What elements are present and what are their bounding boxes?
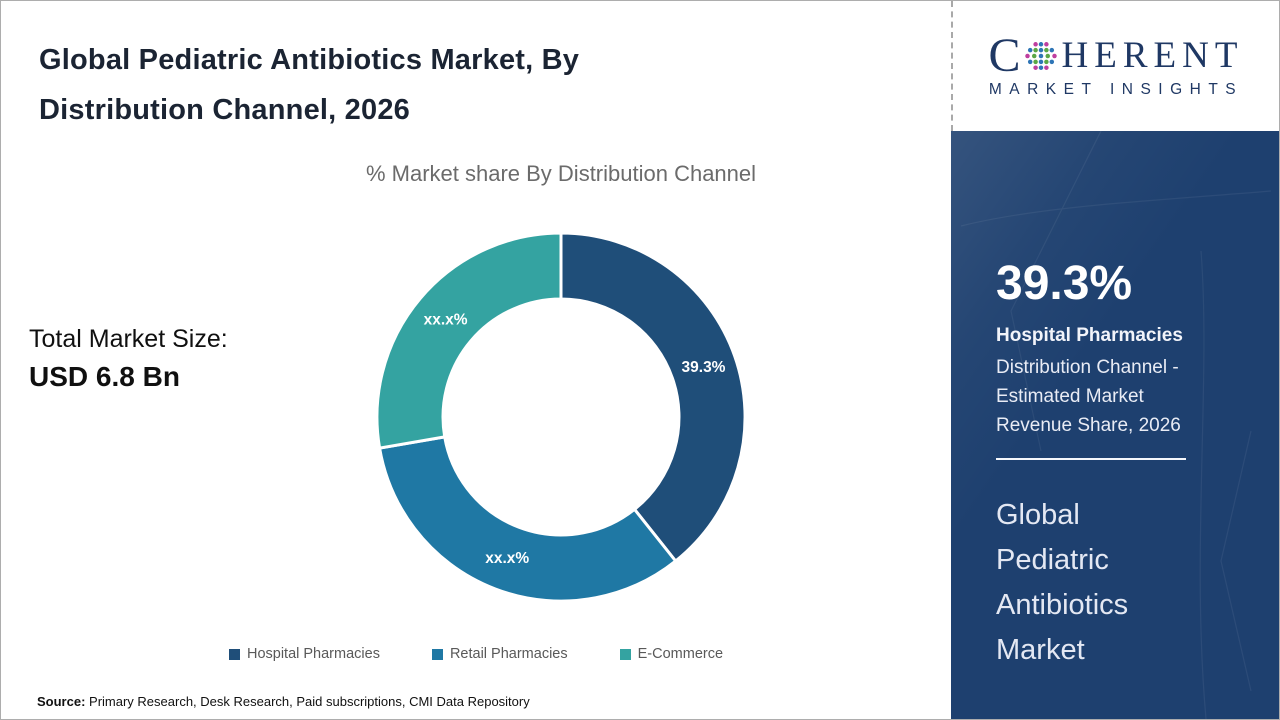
sidebar-divider [996, 458, 1186, 460]
donut-segment-retail-pharmacies[interactable] [378, 435, 678, 603]
source-text: Primary Research, Desk Research, Paid su… [85, 694, 530, 709]
page-title: Global Pediatric Antibiotics Market, By … [39, 35, 719, 135]
sidebar-stat-value: 39.3% [996, 257, 1133, 310]
legend-marker-icon [228, 648, 240, 660]
legend-item-e-commerce[interactable]: E-Commerce [619, 646, 724, 662]
total-market-size-value: USD 6.8 Bn [29, 361, 180, 392]
donut-slice-label: xx.x% [485, 550, 529, 567]
logo-letter-c: C [988, 28, 1021, 82]
source-line: Source: Primary Research, Desk Research,… [37, 694, 530, 709]
donut-slice-label: 39.3% [682, 359, 726, 376]
stat-desc-line: Revenue Share, 2026 [996, 415, 1181, 436]
sidebar-market-name: Global Pediatric Antibiotics Market [996, 493, 1128, 673]
donut-chart: 39.3% xx.x% xx.x% [375, 231, 747, 603]
chart-area: Global Pediatric Antibiotics Market, By … [1, 1, 951, 719]
sidebar: C HERENT MARKET INSIGHTS [951, 1, 1279, 719]
legend-item-retail-pharmacies[interactable]: Retail Pharmacies [431, 646, 568, 662]
sidebar-panel: 39.3% Hospital Pharmacies Distribution C… [951, 131, 1279, 719]
legend-item-hospital-pharmacies[interactable]: Hospital Pharmacies [228, 646, 380, 662]
total-market-size-block: Total Market Size: USD 6.8 Bn [29, 325, 228, 393]
sidebar-stat-title: Hospital Pharmacies [996, 325, 1183, 346]
legend-marker-icon [431, 648, 443, 660]
legend-marker-icon [619, 648, 631, 660]
legend-label: Hospital Pharmacies [246, 646, 380, 662]
stat-desc-line: Distribution Channel - [996, 357, 1179, 378]
market-name-line: Antibiotics [996, 589, 1129, 621]
logo-word-rest: HERENT [1061, 34, 1244, 76]
sidebar-sheen-texture [951, 131, 1279, 719]
brand-logo: C HERENT MARKET INSIGHTS [951, 1, 1279, 131]
chart-legend: Hospital Pharmacies Retail Pharmacies E-… [1, 646, 951, 662]
donut-segment-e-commerce[interactable] [375, 231, 563, 450]
donut-segment-hospital-pharmacies[interactable] [559, 231, 747, 563]
market-name-line: Global [996, 499, 1080, 531]
legend-label: Retail Pharmacies [449, 646, 568, 662]
page-title-line1: Global Pediatric Antibiotics Market, By [39, 44, 580, 76]
source-prefix: Source: [37, 694, 86, 709]
sidebar-map-texture [960, 131, 1272, 719]
stat-desc-line: Estimated Market [996, 386, 1144, 407]
logo-globe-icon [1024, 41, 1057, 70]
logo-subtitle: MARKET INSIGHTS [988, 80, 1244, 98]
brand-logo-wordmark: C HERENT [988, 28, 1244, 82]
sidebar-stat-description: Distribution Channel - Estimated Market … [996, 353, 1181, 440]
market-name-line: Pediatric [996, 544, 1109, 576]
total-market-size-label: Total Market Size: [29, 325, 228, 353]
donut-slice-label: xx.x% [424, 312, 468, 329]
page-title-line2: Distribution Channel, 2026 [39, 94, 410, 126]
legend-label: E-Commerce [637, 646, 724, 662]
market-name-line: Market [996, 634, 1085, 666]
chart-subtitle: % Market share By Distribution Channel [365, 161, 757, 186]
